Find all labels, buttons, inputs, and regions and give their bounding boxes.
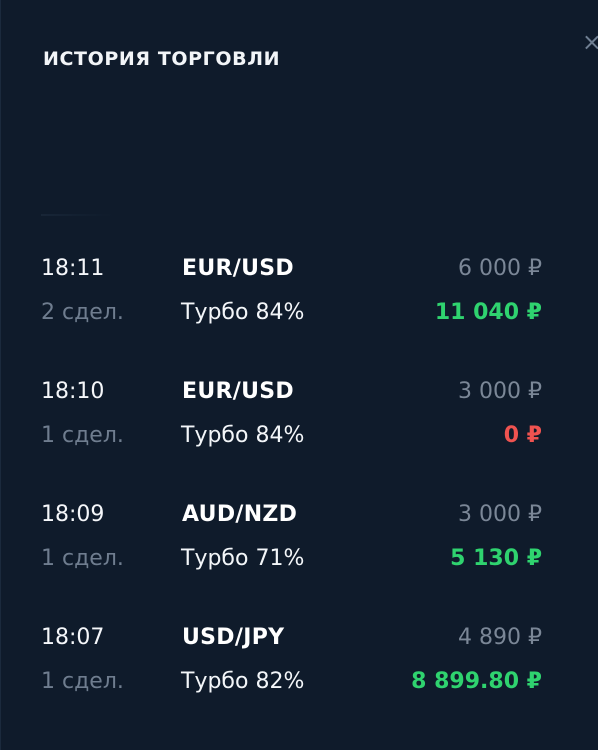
trade-amount: 6 000 ₽: [458, 256, 542, 281]
divider: [41, 214, 113, 216]
trade-amount: 3 000 ₽: [458, 379, 542, 404]
trade-mode: Турбо 71%: [181, 546, 305, 571]
trade-result: 8 899.80 ₽: [411, 669, 542, 694]
trade-row[interactable]: 18:09 AUD/NZD 3 000 ₽ 1 сдел. Турбо 71% …: [41, 494, 546, 617]
page-title: ИСТОРИЯ ТОРГОВЛИ: [43, 48, 281, 70]
trade-mode: Турбо 84%: [181, 300, 305, 325]
trade-row[interactable]: 18:07 USD/JPY 4 890 ₽ 1 сдел. Турбо 82% …: [41, 617, 546, 740]
trade-time: 18:10: [41, 379, 105, 404]
trade-deals-count: 1 сдел.: [41, 423, 124, 448]
trade-deals-count: 2 сдел.: [41, 300, 124, 325]
trade-row-bottom: 2 сдел. Турбо 84% 11 040 ₽: [41, 300, 546, 336]
trade-amount: 4 890 ₽: [458, 625, 542, 650]
trade-row-top: 18:07 USD/JPY 4 890 ₽: [41, 625, 546, 661]
trade-row-bottom: 1 сдел. Турбо 71% 5 130 ₽: [41, 546, 546, 582]
trade-row-bottom: 1 сдел. Турбо 84% 0 ₽: [41, 423, 546, 459]
trade-mode: Турбо 82%: [181, 669, 305, 694]
trade-row-top: 18:09 AUD/NZD 3 000 ₽: [41, 502, 546, 538]
trade-deals-count: 1 сдел.: [41, 546, 124, 571]
trade-time: 18:07: [41, 625, 105, 650]
trade-pair: EUR/USD: [182, 379, 294, 404]
trade-deals-count: 1 сдел.: [41, 669, 124, 694]
close-icon[interactable]: ×: [581, 28, 598, 56]
trade-row-top: 18:10 EUR/USD 3 000 ₽: [41, 379, 546, 415]
trade-row[interactable]: 18:10 EUR/USD 3 000 ₽ 1 сдел. Турбо 84% …: [41, 371, 546, 494]
trade-pair: AUD/NZD: [182, 502, 298, 527]
trade-pair: EUR/USD: [182, 256, 294, 281]
trade-result: 11 040 ₽: [434, 300, 542, 325]
trade-time: 18:11: [41, 256, 105, 281]
trade-mode: Турбо 84%: [181, 423, 305, 448]
trade-row-top: 18:11 EUR/USD 6 000 ₽: [41, 256, 546, 292]
trade-result: 0 ₽: [503, 423, 542, 448]
trade-list: 18:11 EUR/USD 6 000 ₽ 2 сдел. Турбо 84% …: [41, 248, 546, 740]
trade-time: 18:09: [41, 502, 105, 527]
trade-pair: USD/JPY: [182, 625, 285, 650]
trade-amount: 3 000 ₽: [458, 502, 542, 527]
trade-row[interactable]: 18:11 EUR/USD 6 000 ₽ 2 сдел. Турбо 84% …: [41, 248, 546, 371]
trade-row-bottom: 1 сдел. Турбо 82% 8 899.80 ₽: [41, 669, 546, 705]
trade-result: 5 130 ₽: [450, 546, 542, 571]
